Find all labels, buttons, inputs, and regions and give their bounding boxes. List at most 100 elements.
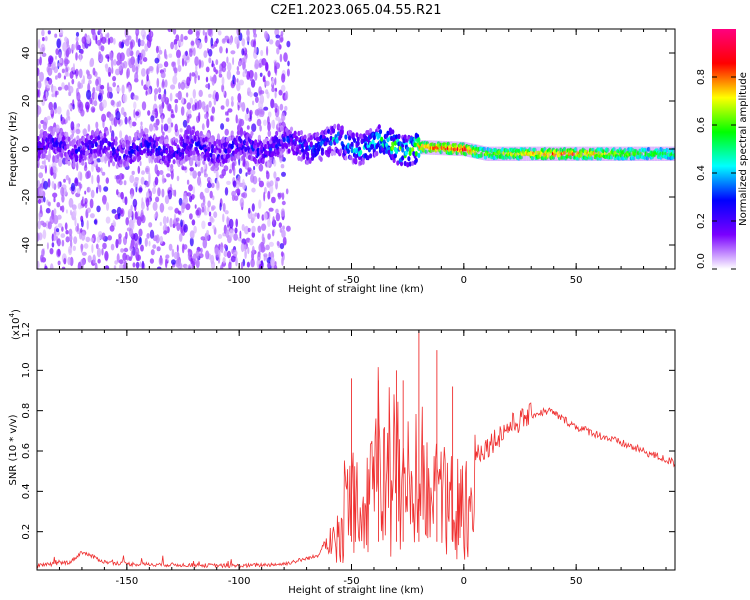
spectrogram-cell <box>162 148 166 154</box>
spectrogram-cell <box>114 156 118 162</box>
spectrogram-cell <box>64 72 70 77</box>
spectrogram-cell <box>154 164 159 175</box>
spectrogram-cell <box>131 170 135 175</box>
spectrogram-cell <box>85 236 91 243</box>
spectrogram-cell <box>228 169 232 174</box>
spectrogram-cell <box>239 150 243 156</box>
spectrogram-cell <box>218 139 222 145</box>
spectrogram-cell <box>205 250 210 260</box>
snr-frame <box>36 329 676 571</box>
spectrogram-cell <box>126 67 130 78</box>
spectrogram-cell <box>123 111 127 118</box>
spectrogram-cell <box>284 105 288 112</box>
spectrogram-cell <box>275 39 281 48</box>
spectrogram-cell <box>37 89 40 98</box>
spectrogram-cell <box>145 128 149 134</box>
spectrogram-cell <box>41 98 45 106</box>
spectrogram-cell <box>138 228 143 237</box>
spectrogram-cell <box>198 112 201 122</box>
spectrogram-cell <box>349 155 353 161</box>
spectrogram-cell <box>224 35 230 41</box>
spectrogram-cell <box>174 103 178 114</box>
spectrogram-cell <box>95 85 101 92</box>
spectrogram-cell <box>202 238 208 249</box>
spectrogram-cell <box>37 153 42 159</box>
spectrogram-cell <box>275 136 279 142</box>
spectrogram-cell <box>70 121 75 131</box>
y-tick-label: 40 <box>21 47 32 60</box>
spectrogram-cell <box>233 233 239 241</box>
spectrogram-cell <box>377 133 381 139</box>
spectrogram-cell <box>48 101 53 111</box>
spectrogram-cell <box>411 147 415 153</box>
spectrogram-cell <box>286 68 290 77</box>
spectrogram-cell <box>606 146 608 161</box>
spectrogram-cell <box>404 138 408 144</box>
spectrogram-cell <box>344 155 348 161</box>
spectrogram-cell <box>286 130 290 136</box>
spectrogram-cell <box>63 151 67 157</box>
spectrogram-cell <box>241 101 246 112</box>
spectrogram-cell <box>408 147 412 153</box>
spectrogram-cell <box>177 263 183 269</box>
spectrogram-cell <box>104 250 109 261</box>
spectrogram-cell <box>267 116 270 125</box>
spectrogram-cell <box>110 136 114 142</box>
spectrogram-cell <box>133 144 137 150</box>
spectrogram-cell <box>170 114 175 119</box>
x-tick-label: 0 <box>461 275 467 286</box>
spectrogram-cell <box>134 211 138 220</box>
spectrogram-cell <box>199 130 203 137</box>
spectrogram-cell <box>350 141 354 147</box>
spectrogram-cell <box>254 59 260 70</box>
spectrogram-cell <box>185 129 190 135</box>
spectrogram-cell <box>129 119 133 128</box>
spectrogram-cell <box>378 129 383 135</box>
spectrogram-cell <box>125 217 129 226</box>
spectrogram-cell <box>114 140 118 146</box>
spectrogram-cell <box>72 245 77 251</box>
spectrogram-cell <box>170 153 174 159</box>
spectrogram-cell <box>52 155 55 164</box>
spectrogram-cell <box>89 198 94 209</box>
spectrogram-cell <box>261 223 267 231</box>
spectrogram-cell <box>37 180 41 188</box>
spectrogram-cell <box>148 176 151 185</box>
spectrogram-cell <box>218 249 221 258</box>
spectrogram-cell <box>180 160 184 166</box>
spectrogram-cell <box>75 70 78 79</box>
spectrogram-cell <box>394 148 399 154</box>
spectrogram-cell <box>101 36 107 44</box>
spectrogram-cell <box>68 103 72 110</box>
spectrogram-cell <box>79 171 83 182</box>
spectrogram-cell <box>252 29 257 35</box>
spectrogram-cell <box>223 250 228 257</box>
spectrogram-cell <box>130 193 134 199</box>
spectrogram-cell <box>197 171 202 177</box>
spectrogram-cell <box>287 60 290 67</box>
spectrogram-cell <box>58 29 64 36</box>
spectrogram-cell <box>245 172 248 177</box>
spectrogram-cell <box>77 81 81 90</box>
spectrogram-cell <box>123 160 127 166</box>
spectrogram-cell <box>162 131 165 136</box>
spectrogram-cell <box>356 140 360 146</box>
spectrogram-cell <box>161 115 164 124</box>
spectrogram-cell <box>113 59 117 66</box>
spectrogram-cell <box>167 29 172 33</box>
spectrogram-cell <box>54 108 58 114</box>
spectrogram-cell <box>159 202 165 213</box>
spectrogram-cell <box>71 43 76 51</box>
spectrogram-cell <box>225 137 229 143</box>
spectrogram-cell <box>158 87 162 94</box>
spectrogram-cell <box>280 251 284 257</box>
spectrogram-cell <box>80 49 84 55</box>
spectrogram-cell <box>328 148 332 154</box>
spectrogram-cell <box>54 33 58 38</box>
spectrogram-cell <box>267 130 272 138</box>
spectrogram-cell <box>202 137 206 143</box>
spectrogram-cell <box>369 153 373 159</box>
spectrogram-cell <box>602 146 605 161</box>
colorbar-tick-label: 0.2 <box>696 213 707 229</box>
spectrogram-cell <box>264 149 268 155</box>
